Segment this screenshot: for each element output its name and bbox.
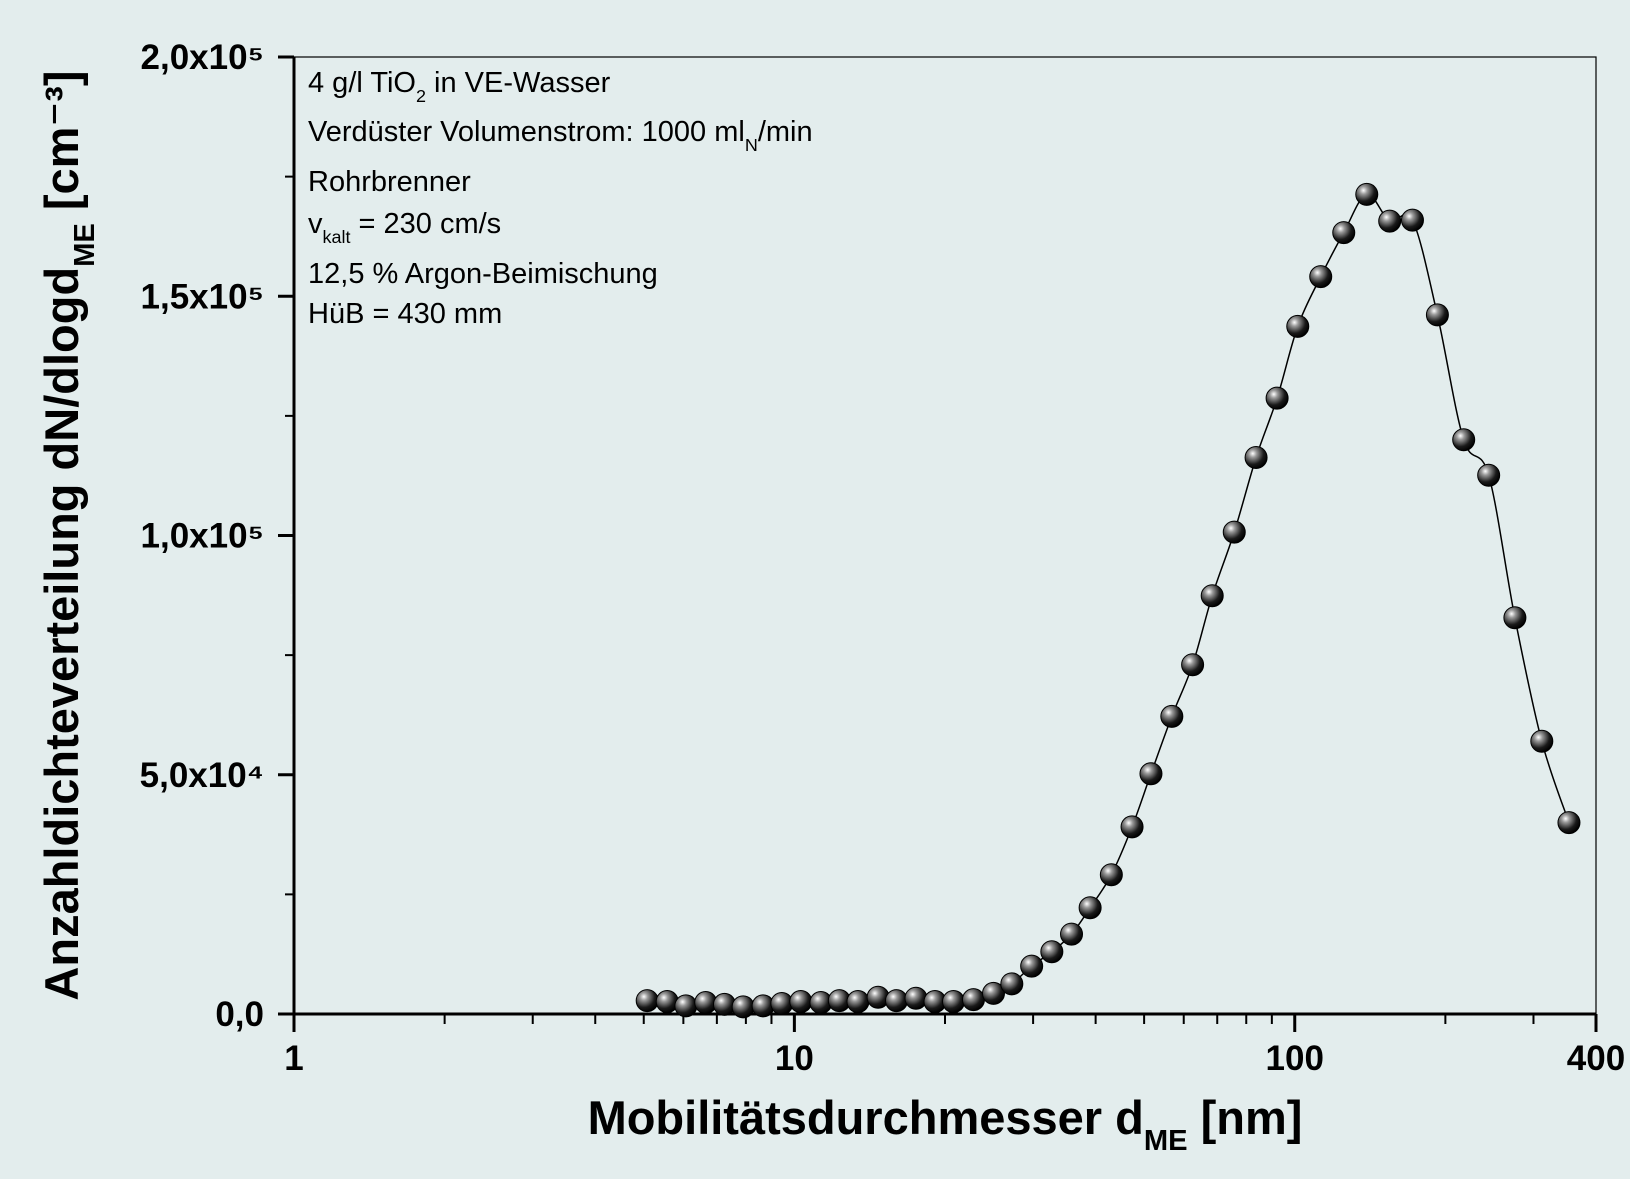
data-point (1120, 815, 1144, 839)
data-point (1160, 704, 1184, 728)
subscript: N (745, 135, 758, 155)
data-point (1244, 446, 1268, 470)
data-point (1200, 584, 1224, 608)
y-tick-label: 1,5x10⁵ (141, 277, 265, 316)
annotation: Rohrbrenner (308, 166, 471, 198)
data-point (1222, 520, 1246, 544)
data-point (981, 981, 1005, 1005)
data-point (904, 986, 928, 1010)
annotation: 12,5 % Argon-Beimischung (308, 258, 658, 290)
annotation: HüB = 430 mm (308, 298, 502, 330)
data-point (1425, 303, 1449, 327)
annotation: Verdüster Volumenstrom: 1000 mlN/min (308, 116, 813, 155)
data-point (1309, 265, 1333, 289)
data-point (1040, 940, 1064, 964)
data-point (1332, 221, 1356, 245)
text-part: = 230 cm/s (350, 208, 501, 240)
data-point (942, 990, 966, 1014)
data-point (1181, 653, 1205, 677)
data-point (846, 990, 870, 1014)
data-point (1000, 972, 1024, 996)
subscript: 2 (416, 86, 426, 106)
text-part: v (308, 208, 323, 240)
data-point (1099, 863, 1123, 887)
data-point (1400, 208, 1424, 232)
text-part: Mobilitätsdurchmesser d (588, 1091, 1144, 1144)
text-part: HüB = 430 mm (308, 298, 502, 330)
y-tick-label: 5,0x10⁴ (140, 756, 264, 795)
data-point (1078, 896, 1102, 920)
text-part: [cm⁻³] (35, 70, 88, 223)
data-point (1060, 922, 1084, 946)
data-point (1378, 209, 1402, 233)
data-point (1503, 606, 1527, 630)
data-point (1452, 428, 1476, 452)
x-tick-label: 1 (284, 1039, 303, 1078)
x-tick-label: 400 (1567, 1039, 1625, 1078)
annotation: 4 g/l TiO2 in VE-Wasser (308, 67, 611, 106)
text-part: Verdüster Volumenstrom: 1000 ml (308, 116, 745, 148)
x-tick-label: 10 (775, 1039, 814, 1078)
data-point (1477, 463, 1501, 487)
data-point (1286, 314, 1310, 338)
data-point (1355, 182, 1379, 206)
text-part: in VE-Wasser (426, 67, 611, 99)
text-part: Anzahldichteverteilung dN/dlogd (35, 267, 88, 1001)
y-tick-label: 0,0 (215, 995, 264, 1034)
data-point (885, 989, 909, 1013)
subscript: ME (1144, 1125, 1188, 1157)
subscript: kalt (323, 227, 351, 247)
data-point (1139, 762, 1163, 786)
text-part: [nm] (1188, 1091, 1303, 1144)
text-part: Rohrbrenner (308, 166, 471, 198)
data-point (1020, 954, 1044, 978)
data-point (731, 995, 755, 1019)
annotation: vkalt = 230 cm/s (308, 208, 501, 247)
data-point (674, 994, 698, 1018)
data-point (1557, 811, 1581, 835)
y-axis-title: Anzahldichteverteilung dN/dlogdME [cm⁻³] (35, 70, 101, 1000)
y-tick-label: 1,0x10⁵ (141, 517, 265, 556)
data-point (789, 990, 813, 1014)
text-part: 4 g/l TiO (308, 67, 416, 99)
x-axis-title: Mobilitätsdurchmesser dME [nm] (588, 1091, 1303, 1157)
text-part: /min (758, 116, 813, 148)
subscript: ME (69, 223, 101, 267)
data-point (1265, 386, 1289, 410)
data-point (635, 989, 659, 1013)
data-point (961, 988, 985, 1012)
text-part: 12,5 % Argon-Beimischung (308, 258, 658, 290)
x-tick-label: 100 (1266, 1039, 1324, 1078)
data-point (1530, 729, 1554, 753)
y-tick-label: 2,0x10⁵ (141, 38, 265, 77)
